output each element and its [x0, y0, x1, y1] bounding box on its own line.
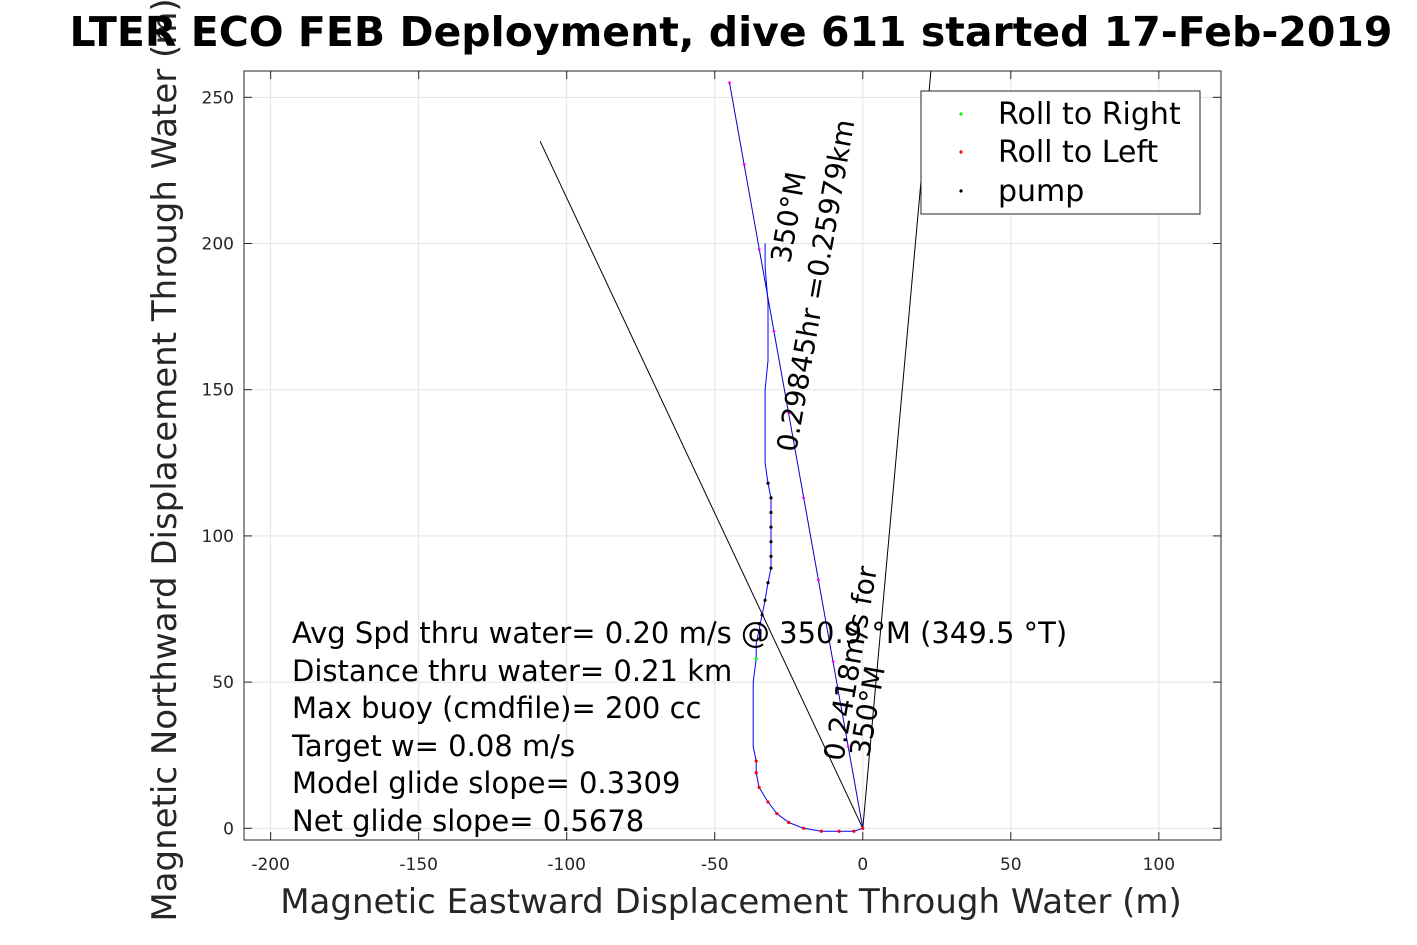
pump-point — [769, 540, 773, 544]
x-tick-labels: -200 -150 -100 -50 0 50 100 — [251, 855, 1175, 875]
y-tick-label: 200 — [202, 235, 234, 255]
heading-marker — [831, 660, 835, 664]
bearing-line — [539, 140, 864, 829]
y-tick-label: 150 — [202, 381, 234, 401]
x-tick-label: -150 — [399, 855, 438, 875]
x-tick-label: 50 — [1000, 855, 1022, 875]
axes-box — [243, 70, 1222, 841]
x-tick-label: -50 — [701, 855, 729, 875]
legend-box — [920, 90, 1201, 215]
annotation-model-glide: Model glide slope= 0.3309 — [292, 766, 680, 800]
roll-left-point — [775, 812, 779, 816]
roll-right-point — [754, 657, 758, 661]
x-tick-label: 0 — [857, 855, 868, 875]
x-axis-label: Magnetic Eastward Displacement Through W… — [280, 882, 1182, 922]
bearing-lines — [539, 71, 932, 829]
y-tick-labels: 0 50 100 150 200 250 — [202, 88, 234, 839]
annotation-net-glide: Net glide slope= 0.5678 — [292, 804, 644, 838]
roll-left-markers — [754, 759, 865, 833]
heading-marker — [757, 247, 761, 251]
heading-marker — [787, 411, 791, 415]
annotation-target-w: Target w= 0.08 m/s — [291, 729, 575, 763]
axis-ticks — [244, 71, 1221, 840]
pump-point — [766, 481, 770, 485]
stats-annotations: Avg Spd thru water= 0.20 m/s @ 350.9 °M … — [291, 616, 1067, 838]
heading-marker — [728, 81, 731, 85]
annotation-avg-speed: Avg Spd thru water= 0.20 m/s @ 350.9 °M … — [292, 616, 1067, 650]
pump-markers — [757, 481, 773, 626]
heading-marker — [816, 578, 820, 582]
x-tick-label: -200 — [251, 855, 290, 875]
roll-left-point — [861, 826, 865, 830]
y-tick-label: 100 — [202, 527, 234, 547]
y-tick-label: 50 — [212, 673, 234, 693]
legend-label-pump: pump — [998, 174, 1084, 209]
annotation-max-buoy: Max buoy (cmdfile)= 200 cc — [292, 691, 701, 725]
roll-left-point — [852, 829, 856, 833]
pump-point — [769, 566, 773, 570]
roll-left-point — [787, 820, 791, 825]
roll-left-point — [837, 829, 841, 833]
grid-lines — [244, 71, 1221, 840]
heading-marker — [802, 496, 805, 500]
legend-marker-pump — [959, 189, 963, 193]
heading-marker — [772, 329, 776, 333]
pump-point — [757, 622, 761, 626]
x-tick-label: -100 — [547, 855, 586, 875]
legend-marker-roll-left — [959, 150, 963, 154]
roll-left-point — [819, 829, 823, 833]
y-axis-label: Magnetic Northward Displacement Through … — [145, 0, 185, 922]
heading-markers — [728, 81, 850, 748]
pump-point — [760, 613, 764, 617]
pump-point — [769, 510, 773, 515]
pump-point — [769, 525, 773, 529]
legend: Roll to Right Roll to Left pump — [920, 90, 1201, 215]
y-tick-label: 0 — [223, 819, 234, 839]
heading-line — [729, 82, 864, 829]
annotation-distance: Distance thru water= 0.21 km — [292, 654, 732, 688]
legend-label-roll-right: Roll to Right — [998, 97, 1181, 132]
heading-marker — [742, 163, 746, 166]
roll-right-markers — [754, 657, 758, 661]
heading-marker — [846, 745, 850, 748]
roll-left-point — [754, 771, 758, 775]
roll-left-point — [754, 759, 758, 763]
pump-point — [769, 496, 773, 500]
pump-point — [763, 598, 767, 602]
legend-label-roll-left: Roll to Left — [998, 135, 1158, 170]
legend-marker-roll-right — [959, 112, 963, 116]
x-tick-label: 100 — [1143, 855, 1175, 875]
bearing-line — [862, 71, 932, 829]
roll-left-point — [757, 785, 761, 789]
y-tick-label: 250 — [202, 88, 234, 108]
chart-title: LTER ECO FEB Deployment, dive 611 starte… — [70, 8, 1393, 56]
pump-point — [769, 554, 773, 558]
roll-left-point — [801, 826, 806, 830]
roll-left-point — [766, 800, 770, 804]
pump-point — [766, 581, 770, 585]
